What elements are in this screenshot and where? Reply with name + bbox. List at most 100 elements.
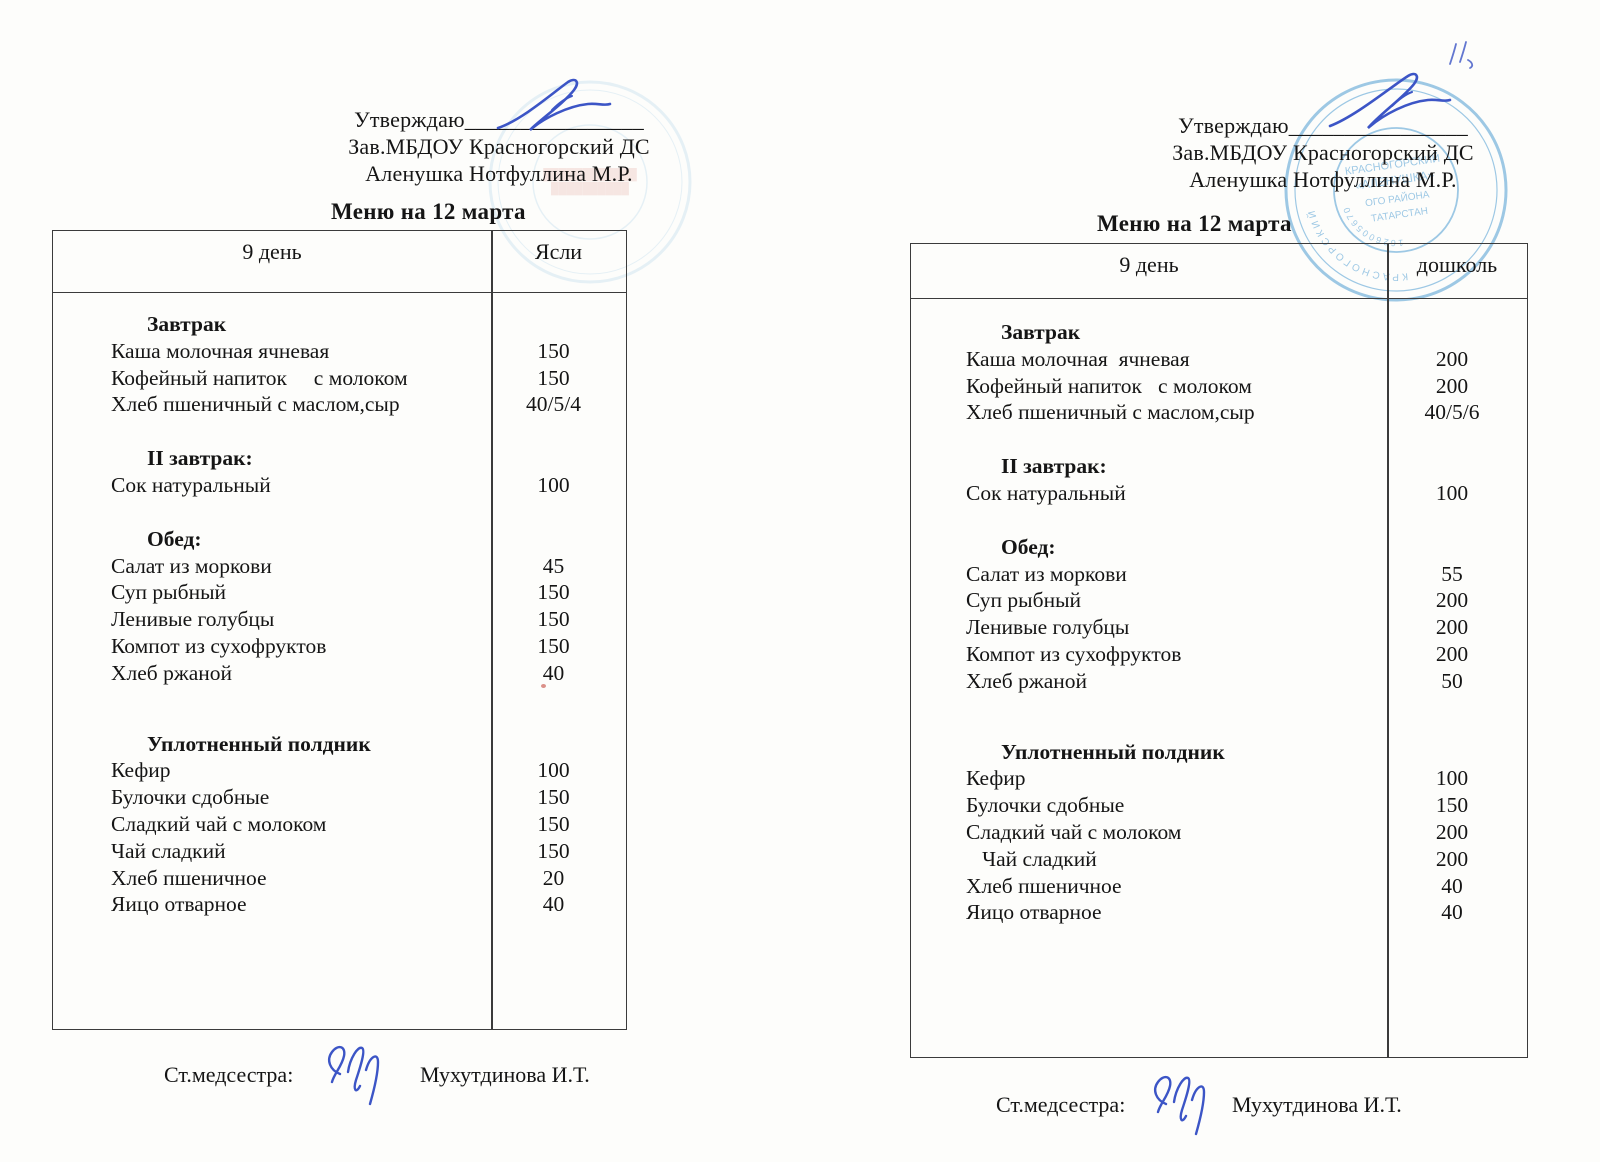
approval-line-3: Аленушка Нотфуллина М.Р. xyxy=(1189,167,1457,192)
dish-portion: 150 xyxy=(1435,793,1469,818)
dish-portion: 55 xyxy=(1441,561,1463,586)
menu-item-row: Кефир 100 xyxy=(53,757,626,784)
dish-portion: 150 xyxy=(537,607,570,632)
dish-portion: 200 xyxy=(1435,373,1469,398)
meal-section-title: Обед: xyxy=(1001,534,1056,559)
menu-item-row: Суп рыбный 150 xyxy=(53,579,626,606)
dish-name: Сладкий чай с молоком xyxy=(966,819,1182,844)
nurse-signature-ink xyxy=(1154,1075,1206,1136)
round-seal-stamp: КРАСНОГОРСКИЙ 1626005670 КРАСНОГОРСКИЙ «… xyxy=(1284,78,1508,302)
menu-item-row: Салат из моркови 45 xyxy=(53,553,626,580)
nurse-label: Ст.медсестра: xyxy=(164,1062,294,1087)
svg-text:██████████: ██████████ xyxy=(551,181,629,196)
dish-portion: 150 xyxy=(537,338,570,363)
meal-group: II завтрак: Сок натуральный 100 xyxy=(911,453,1527,507)
dish-name: Булочки сдобные xyxy=(111,785,270,810)
dish-portion: 150 xyxy=(537,838,570,863)
meal-group: II завтрак: Сок натуральный 100 xyxy=(53,445,626,499)
dish-name: Яицо отварное xyxy=(966,900,1102,925)
day-column-header: 9 день xyxy=(1119,252,1179,277)
menu-item-row: Сладкий чай с молоком 200 xyxy=(911,819,1527,846)
dish-name: Булочки сдобные xyxy=(966,793,1125,818)
approval-line-2: Зав.МБДОУ Красногорский ДС xyxy=(1172,140,1474,165)
table-column-divider xyxy=(1387,244,1389,1057)
approval-line-3: Аленушка Нотфуллина М.Р. xyxy=(365,161,633,186)
dish-portion: 200 xyxy=(1435,819,1469,844)
dish-name: Каша молочная ячневая xyxy=(111,338,330,363)
dish-portion: 40 xyxy=(542,892,565,917)
meal-section-title: Завтрак xyxy=(147,312,227,336)
portion-column-header: дошколь xyxy=(1416,252,1498,277)
dish-name: Ленивые голубцы xyxy=(111,607,275,632)
menu-item-row: Суп рыбный 200 xyxy=(911,587,1527,614)
dish-portion: 150 xyxy=(537,633,570,658)
dish-name: Каша молочная ячневая xyxy=(966,346,1190,371)
menu-item-row: Яицо отварное 40 xyxy=(911,899,1527,926)
dish-name: Хлеб пшеничный с маслом,сыр xyxy=(111,392,400,417)
round-seal-stamp-faint: ████████████ ██████████ xyxy=(488,80,692,284)
dish-portion: 40 xyxy=(1441,873,1463,898)
menu-item-row: Булочки сдобные 150 xyxy=(911,792,1527,819)
dish-portion: 100 xyxy=(1435,766,1469,791)
menu-item-row: Кефир 100 xyxy=(911,765,1527,792)
dish-portion: 150 xyxy=(537,811,570,836)
meal-group: Уплотненный полдник Кефир 100 Булочки сдобн… xyxy=(911,739,1527,927)
menu-title: Меню на 12 марта xyxy=(1097,211,1292,236)
menu-item-row: Булочки сдобные 150 xyxy=(53,784,626,811)
nurse-name: Мухутдинова И.Т. xyxy=(420,1062,590,1087)
dish-name: Сок натуральный xyxy=(966,480,1126,505)
menu-title: Меню на 12 марта xyxy=(331,199,526,224)
dish-portion: 150 xyxy=(537,785,570,810)
dish-name: Чай сладкий xyxy=(111,838,226,863)
menu-item-row: Кофейный напиток с молоком 150 xyxy=(53,365,626,392)
menu-item-row: Ленивые голубцы 150 xyxy=(53,606,626,633)
table-column-divider xyxy=(491,231,493,1029)
menu-item-row: Каша молочная ячневая 150 xyxy=(53,338,626,365)
dish-name: Сок натуральный xyxy=(111,472,271,497)
nurse-label: Ст.медсестра: xyxy=(996,1092,1126,1117)
meal-section-title: Обед: xyxy=(147,526,202,551)
dish-portion: 150 xyxy=(537,365,570,390)
menu-item-row: Яицо отварное 40 xyxy=(53,891,626,918)
dish-name: Хлеб пшеничный с маслом,сыр xyxy=(966,400,1255,425)
menu-item-row: Хлеб пшеничный с маслом,сыр 40/5/6 xyxy=(911,399,1527,426)
meal-group: Обед: Салат из моркови 55 Суп рыбный 200 Лени… xyxy=(911,534,1527,695)
dish-portion: 200 xyxy=(1435,615,1469,640)
dish-portion: 20 xyxy=(542,865,565,890)
scan-artifact-speck xyxy=(541,684,546,688)
director-signature-ink xyxy=(496,78,612,131)
dish-name: Сладкий чай с молоком xyxy=(111,811,327,836)
meal-group: Завтрак Каша молочная ячневая 150 Кофейный … xyxy=(53,311,626,418)
dish-name: Ленивые голубцы xyxy=(966,615,1130,640)
menu-item-row: Чай сладкий 150 xyxy=(53,838,626,865)
menu-table-nursery: 9 день Ясли Завтрак Каша молочная ячневая… xyxy=(52,230,627,1030)
dish-name: Яицо отварное xyxy=(111,892,247,917)
dish-portion: 200 xyxy=(1435,641,1469,666)
nurse-signature-ink xyxy=(328,1045,380,1106)
dish-name: Салат из моркови xyxy=(966,561,1127,586)
dish-name: Кофейный напиток с молоком xyxy=(966,373,1252,398)
stamp-center-line-4: ТАТАРСТАН xyxy=(1370,206,1428,225)
dish-name: Компот из сухофруктов xyxy=(111,633,327,658)
dish-name: Кефир xyxy=(111,758,171,783)
dish-portion: 200 xyxy=(1435,588,1469,613)
dish-name: Хлеб ржаной xyxy=(111,660,233,685)
portion-column-header: Ясли xyxy=(534,239,583,264)
menu-item-row: Салат из моркови 55 xyxy=(911,561,1527,588)
approval-line-2: Зав.МБДОУ Красногорский ДС xyxy=(348,134,650,159)
meal-group: Завтрак Каша молочная ячневая 200 Кофейный … xyxy=(911,319,1527,426)
director-signature-ink xyxy=(1328,72,1452,129)
dish-portion: 45 xyxy=(542,553,565,578)
dish-portion: 100 xyxy=(1435,480,1469,505)
menu-item-row: Кофейный напиток с молоком 200 xyxy=(911,373,1527,400)
pen-mark xyxy=(1449,41,1474,69)
table-header-row: 9 день Ясли xyxy=(53,231,626,293)
svg-text:████████████: ████████████ xyxy=(543,167,637,182)
dish-portion: 100 xyxy=(537,758,570,783)
dish-name: Хлеб пшеничное xyxy=(966,873,1122,898)
dish-portion: 200 xyxy=(1435,346,1469,371)
dish-name: Чай сладкий xyxy=(966,846,1097,871)
meal-section-title: Уплотненный полдник xyxy=(1001,739,1225,764)
meal-group: Обед: Салат из моркови 45 Суп рыбный 150 Лени… xyxy=(53,526,626,687)
